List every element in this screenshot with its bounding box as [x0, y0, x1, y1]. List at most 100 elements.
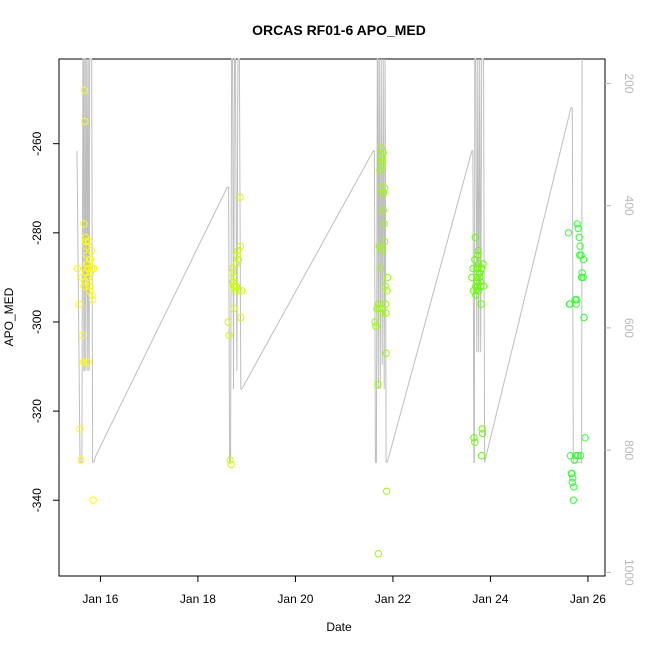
data-point-flight-2: [227, 460, 235, 469]
data-point-flight-2: [224, 318, 232, 326]
data-point-flight-4: [479, 282, 488, 290]
data-point-flight-4: [471, 255, 479, 264]
data-point-flight-1: [89, 496, 97, 504]
data-point-flight-2: [226, 456, 234, 464]
data-point-flight-3: [378, 162, 386, 170]
data-point-flight-3: [372, 322, 380, 331]
data-point-flight-1: [87, 246, 95, 255]
data-point-flight-3: [381, 282, 389, 290]
data-point-flight-1: [85, 278, 93, 286]
data-point-flight-5: [581, 434, 589, 442]
right-y-tick-label: 600: [622, 318, 636, 338]
data-point-flight-1: [82, 242, 91, 250]
data-point-flight-2: [234, 246, 242, 255]
data-point-flight-3: [371, 318, 379, 326]
secondary-series-line: [76, 58, 583, 463]
y-tick-label: -300: [30, 310, 44, 334]
data-point-flight-1: [77, 456, 85, 464]
data-point-flight-1: [85, 282, 93, 290]
y-tick-label: -340: [30, 488, 44, 512]
data-point-flight-4: [478, 425, 486, 433]
data-point-flight-5: [566, 452, 575, 460]
data-point-flight-5: [580, 313, 588, 322]
data-point-flight-5: [576, 242, 584, 250]
data-point-flight-3: [378, 157, 386, 166]
data-point-flight-2: [233, 251, 241, 259]
data-point-flight-3: [376, 166, 384, 175]
data-point-flight-2: [228, 264, 237, 273]
data-point-flight-3: [374, 380, 382, 389]
data-point-flight-1: [78, 331, 87, 339]
data-point-flight-4: [478, 452, 486, 460]
data-point-flight-1: [89, 264, 98, 273]
data-point-flight-2: [228, 269, 236, 277]
data-point-flight-5: [579, 255, 588, 264]
right-y-tick-label: 400: [622, 196, 636, 216]
data-point-flight-3: [383, 273, 392, 282]
y-axis-label: APO_MED: [2, 287, 16, 346]
data-point-flight-5: [569, 474, 577, 482]
data-point-flight-4: [473, 273, 481, 282]
data-point-flight-4: [474, 246, 482, 255]
data-point-flight-3: [375, 304, 383, 313]
data-point-flight-3: [375, 242, 383, 250]
data-point-flight-5: [579, 273, 587, 282]
data-point-flight-3: [382, 349, 390, 357]
data-point-flight-3: [379, 148, 387, 157]
data-point-flight-4: [477, 282, 485, 290]
data-point-flight-2: [230, 304, 238, 313]
data-point-flight-5: [574, 224, 582, 233]
data-point-flight-4: [469, 287, 478, 295]
data-point-flight-3: [382, 487, 391, 495]
data-point-flight-5: [570, 483, 578, 491]
data-point-flight-1: [81, 117, 89, 126]
data-point-flight-1: [88, 291, 96, 299]
data-point-flight-1: [73, 264, 82, 273]
data-point-flight-1: [75, 300, 83, 308]
data-point-flight-4: [476, 273, 484, 282]
data-point-flight-2: [237, 313, 245, 322]
data-point-flight-5: [577, 273, 586, 282]
data-point-flight-5: [568, 469, 576, 478]
data-point-flight-4: [477, 300, 485, 308]
data-point-flight-1: [88, 296, 97, 304]
data-point-flight-1: [82, 238, 90, 246]
data-point-flight-4: [474, 282, 482, 290]
data-point-flight-1: [80, 86, 89, 94]
right-y-tick-label: 200: [622, 73, 636, 93]
right-y-tick-label: 800: [622, 440, 636, 460]
data-point-flight-5: [574, 452, 582, 460]
data-point-flight-5: [573, 220, 581, 228]
data-point-flight-5: [576, 452, 585, 460]
x-tick-label: Jan 22: [375, 592, 411, 606]
data-point-flight-1: [83, 358, 92, 366]
data-point-flight-5: [566, 300, 574, 308]
data-point-flight-5: [572, 452, 580, 460]
data-point-flight-3: [378, 246, 386, 255]
data-point-flight-5: [564, 229, 573, 237]
data-point-flight-5: [569, 496, 577, 504]
data-point-flight-2: [225, 331, 233, 339]
data-point-flight-3: [383, 287, 391, 295]
data-point-flight-4: [471, 233, 479, 242]
x-tick-label: Jan 16: [82, 592, 118, 606]
data-point-flight-4: [470, 434, 478, 442]
data-point-flight-5: [575, 251, 584, 259]
data-point-flight-2: [229, 282, 238, 290]
data-point-flight-3: [380, 189, 388, 197]
data-point-flight-4: [478, 264, 486, 273]
data-point-flight-1: [80, 282, 88, 290]
data-point-flight-3: [374, 550, 382, 558]
data-point-flight-2: [236, 193, 244, 201]
data-point-flight-2: [231, 287, 240, 295]
y-tick-label: -320: [30, 399, 44, 423]
data-point-flight-3: [373, 304, 381, 313]
x-axis-label: Date: [326, 620, 352, 634]
data-point-flight-5: [575, 233, 583, 242]
data-point-flight-3: [380, 220, 388, 228]
data-point-flight-3: [379, 206, 387, 215]
data-point-flight-2: [234, 255, 243, 264]
data-point-flight-4: [473, 264, 481, 273]
data-point-flight-1: [79, 358, 88, 366]
